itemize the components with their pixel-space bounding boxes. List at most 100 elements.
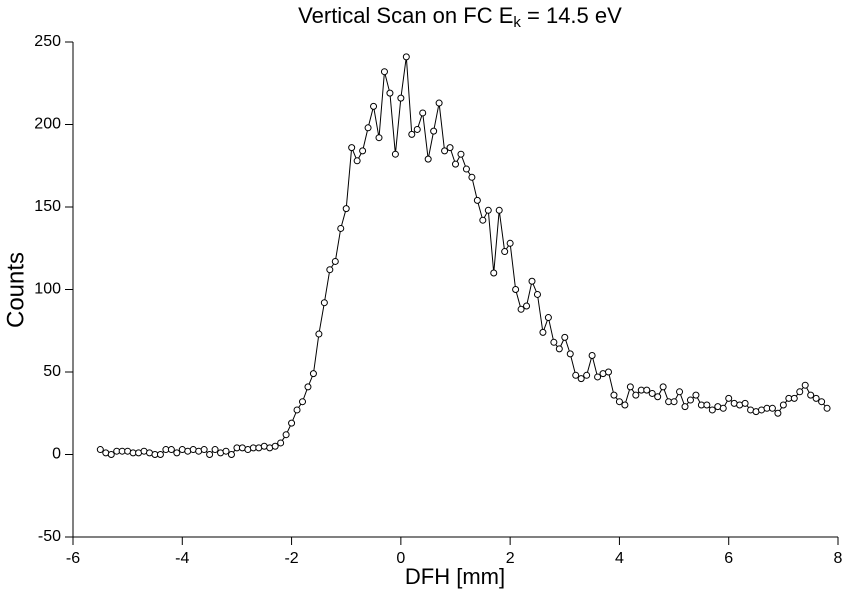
- data-point: [807, 391, 815, 399]
- data-point: [626, 383, 634, 391]
- data-point: [719, 404, 727, 412]
- data-point: [468, 173, 476, 181]
- y-tick-label: 50: [43, 363, 61, 380]
- data-point: [353, 157, 361, 165]
- data-point: [648, 389, 656, 397]
- data-point: [692, 391, 700, 399]
- data-point: [462, 165, 470, 173]
- data-point: [473, 196, 481, 204]
- data-point: [293, 406, 301, 414]
- data-point: [222, 447, 230, 455]
- data-point: [424, 155, 432, 163]
- data-point: [643, 386, 651, 394]
- data-point: [615, 398, 623, 406]
- data-point: [676, 388, 684, 396]
- data-point: [577, 375, 585, 383]
- data-point: [227, 451, 235, 458]
- data-point: [282, 431, 290, 439]
- data-point: [211, 446, 219, 454]
- data-point: [331, 257, 339, 265]
- data-point: [725, 394, 733, 402]
- data-point: [430, 127, 438, 135]
- title-text: Vertical Scan on FC E: [298, 3, 513, 28]
- data-point: [686, 396, 694, 404]
- data-point: [96, 446, 104, 454]
- data-point: [632, 391, 640, 399]
- x-tick-label: 4: [615, 550, 624, 567]
- data-point: [594, 373, 602, 381]
- data-point: [572, 371, 580, 379]
- x-axis-label: DFH [mm]: [405, 564, 505, 589]
- data-point: [271, 442, 279, 450]
- data-point: [681, 403, 689, 411]
- data-point: [768, 404, 776, 412]
- data-point: [402, 53, 410, 61]
- data-point: [544, 314, 552, 322]
- data-point: [375, 134, 383, 142]
- data-point: [200, 446, 208, 454]
- data-point: [523, 302, 531, 310]
- data-point: [512, 286, 520, 293]
- data-point: [479, 216, 487, 224]
- x-tick-label: -6: [66, 550, 80, 567]
- data-point: [348, 144, 356, 152]
- data-point: [539, 328, 547, 336]
- data-point: [337, 224, 345, 232]
- data-point: [790, 394, 798, 402]
- y-tick-label: 100: [34, 281, 61, 298]
- x-tick-label: 8: [834, 550, 843, 567]
- data-point: [659, 383, 667, 391]
- y-tick-label: 200: [34, 116, 61, 133]
- data-point: [452, 160, 459, 168]
- data-point: [304, 383, 312, 391]
- x-tick-label: -4: [175, 550, 189, 567]
- data-point: [419, 109, 427, 117]
- x-tick-label: -2: [284, 550, 298, 567]
- y-tick-label: 150: [34, 198, 61, 215]
- title-text: = 14.5 eV: [521, 3, 622, 28]
- data-point: [156, 451, 164, 458]
- y-axis-label: Counts: [2, 252, 29, 328]
- data-point: [555, 345, 563, 353]
- data-point: [364, 124, 372, 132]
- data-point: [506, 239, 514, 247]
- y-tick-label: -50: [38, 528, 61, 545]
- data-point: [370, 102, 378, 110]
- data-point: [441, 147, 449, 155]
- data-point: [621, 401, 629, 409]
- data-point: [501, 248, 509, 256]
- data-point: [528, 277, 536, 285]
- data-point: [812, 394, 820, 402]
- data-point: [299, 398, 306, 406]
- data-point: [309, 370, 317, 378]
- data-point: [408, 130, 416, 138]
- x-tick-label: 2: [506, 550, 515, 567]
- data-point: [703, 401, 711, 409]
- title-subscript: k: [513, 14, 521, 31]
- data-point: [386, 89, 394, 97]
- data-point: [561, 333, 569, 341]
- data-point: [380, 68, 388, 76]
- data-point: [741, 399, 749, 407]
- data-point: [801, 381, 809, 389]
- x-tick-label: 6: [724, 550, 733, 567]
- data-point: [391, 150, 399, 158]
- data-point: [779, 401, 787, 409]
- chart-title: Vertical Scan on FC Ek = 14.5 eV: [298, 3, 622, 31]
- data-point: [342, 205, 350, 213]
- data-point: [654, 393, 662, 401]
- data-point: [774, 409, 782, 417]
- data-point: [167, 446, 175, 454]
- data-point: [818, 398, 826, 406]
- data-point: [277, 439, 285, 447]
- y-tick-label: 0: [52, 446, 61, 463]
- data-point: [495, 206, 503, 214]
- data-point: [588, 352, 596, 359]
- data-point: [670, 398, 678, 406]
- data-point: [206, 451, 214, 458]
- data-point: [533, 290, 541, 298]
- data-point: [320, 299, 328, 307]
- data-point: [484, 206, 492, 214]
